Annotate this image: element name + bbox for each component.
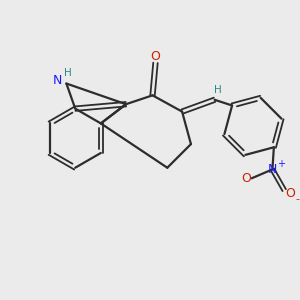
Text: O: O [241,172,251,185]
Text: +: + [277,158,285,169]
Text: O: O [285,187,295,200]
Text: H: H [214,85,221,95]
Text: N: N [52,74,62,87]
Text: N: N [268,163,277,176]
Text: O: O [151,50,160,63]
Text: -: - [296,194,299,204]
Text: H: H [64,68,72,78]
